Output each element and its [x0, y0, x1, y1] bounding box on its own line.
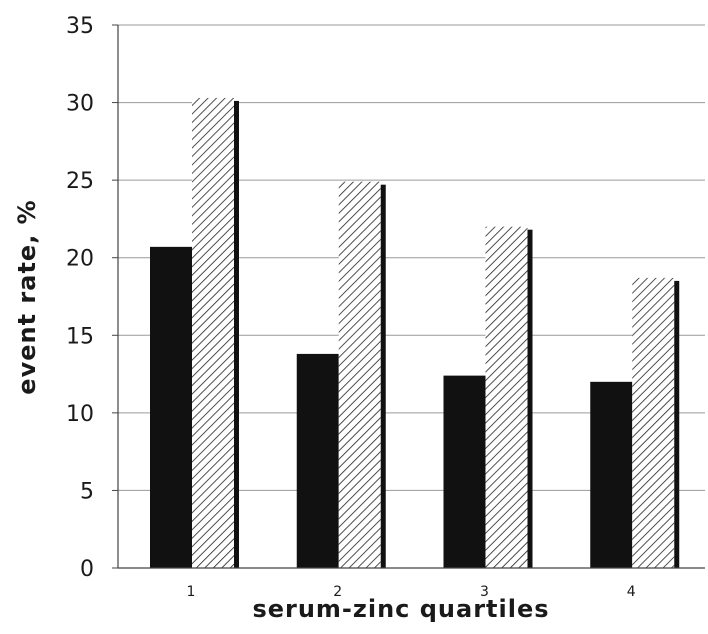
x-axis-title: serum-zinc quartiles [252, 595, 549, 623]
bar-solid [296, 353, 339, 568]
bar-hatched-shadow [380, 184, 386, 569]
y-tick-label: 15 [66, 324, 94, 349]
bar-hatched-shadow [674, 280, 680, 568]
bar-hatched [485, 226, 528, 568]
y-tick-label: 30 [66, 92, 94, 117]
y-tick-label: 35 [66, 14, 94, 39]
bar-hatched-shadow [234, 100, 239, 568]
y-tick-label: 20 [66, 247, 94, 272]
y-tick-label: 0 [80, 557, 94, 582]
x-tick-label: 4 [627, 584, 636, 600]
bar-solid [150, 246, 192, 568]
x-tick-label: 3 [480, 584, 489, 600]
bar-solid [443, 375, 486, 568]
y-axis-title: event rate, % [13, 199, 41, 394]
x-tick-label: 2 [333, 584, 342, 600]
bar-hatched [338, 181, 381, 569]
bar-hatched-shadow [527, 229, 533, 568]
x-tick-label: 1 [187, 584, 196, 600]
bar-hatched [632, 277, 675, 568]
bar-solid [590, 381, 633, 568]
bar-hatched [192, 97, 234, 568]
y-tick-label: 5 [80, 479, 94, 504]
y-tick-label: 10 [66, 402, 94, 427]
y-tick-label: 25 [66, 169, 94, 194]
